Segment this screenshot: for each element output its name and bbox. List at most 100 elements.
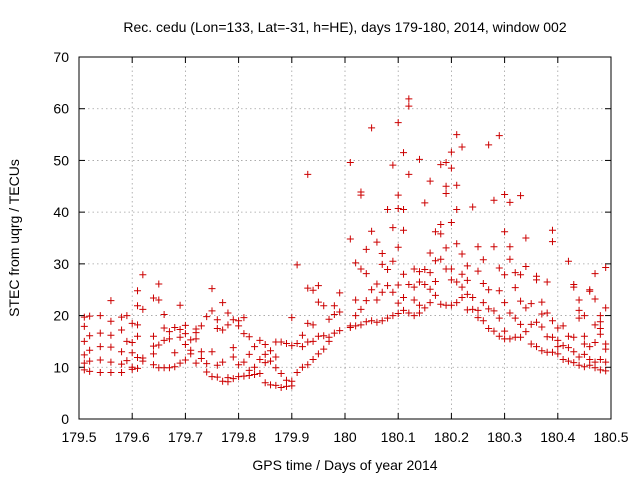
data-point [415, 309, 423, 317]
data-point [400, 306, 408, 314]
data-point [522, 328, 530, 336]
data-point [160, 336, 168, 344]
data-point [405, 170, 413, 178]
data-point [485, 141, 493, 149]
scatter-points [80, 95, 610, 391]
data-point [298, 343, 306, 351]
data-point [187, 336, 195, 344]
data-point [192, 325, 200, 333]
data-point [543, 333, 551, 341]
data-point [570, 348, 578, 356]
data-point [123, 357, 131, 365]
data-point [506, 243, 514, 251]
data-point [596, 356, 604, 364]
x-tick-label: 180.4 [540, 429, 575, 445]
data-point [447, 265, 455, 273]
data-point [442, 244, 450, 252]
data-point [543, 278, 551, 286]
data-point [80, 322, 88, 330]
data-point [107, 331, 115, 339]
data-point [384, 206, 392, 214]
data-point [485, 286, 493, 294]
data-point [235, 317, 243, 325]
y-tick-label: 60 [53, 101, 69, 117]
data-point [405, 102, 413, 110]
data-point [235, 373, 243, 381]
data-point [586, 286, 594, 294]
data-point [548, 238, 556, 246]
data-point [495, 332, 503, 340]
y-tick-label: 10 [53, 359, 69, 375]
chart-title: Rec. cedu (Lon=133, Lat=-31, h=HE), days… [123, 19, 566, 35]
data-point [533, 318, 541, 326]
data-point [458, 143, 466, 151]
data-point [575, 296, 583, 304]
data-point [155, 296, 163, 304]
x-tick-label: 179.6 [115, 429, 150, 445]
data-point [463, 276, 471, 284]
data-point [197, 354, 205, 362]
data-point [320, 302, 328, 310]
data-point [128, 338, 136, 346]
data-point [160, 311, 168, 319]
data-point [261, 379, 269, 387]
data-point [256, 369, 264, 377]
data-point [469, 203, 477, 211]
data-point [564, 332, 572, 340]
data-point [330, 311, 338, 319]
data-point [272, 364, 280, 372]
data-point [474, 314, 482, 322]
data-point [527, 320, 535, 328]
data-point [160, 324, 168, 332]
data-point [240, 372, 248, 380]
data-point [394, 119, 402, 127]
data-point [304, 284, 312, 292]
data-point [272, 353, 280, 361]
data-point [176, 359, 184, 367]
data-point [405, 95, 413, 103]
data-point [495, 264, 503, 272]
data-point [368, 317, 376, 325]
data-point [453, 240, 461, 248]
x-tick-label: 179.9 [274, 429, 309, 445]
data-point [368, 286, 376, 294]
data-point [554, 343, 562, 351]
data-point [118, 348, 126, 356]
data-point [118, 313, 126, 321]
data-point [235, 361, 243, 369]
data-point [586, 343, 594, 351]
data-point [437, 230, 445, 238]
data-point [213, 316, 221, 324]
data-point [118, 368, 126, 376]
y-tick-label: 50 [53, 152, 69, 168]
data-point [86, 312, 94, 320]
data-point [208, 285, 216, 293]
data-point [415, 268, 423, 276]
data-point [330, 329, 338, 337]
data-point [240, 330, 248, 338]
data-point [378, 288, 386, 296]
data-point [176, 301, 184, 309]
data-point [410, 265, 418, 273]
data-point [245, 350, 253, 358]
data-point [538, 298, 546, 306]
data-point [288, 314, 296, 322]
data-point [80, 337, 88, 345]
data-point [580, 312, 588, 320]
data-point [442, 190, 450, 198]
data-point [171, 349, 179, 357]
data-point [213, 361, 221, 369]
data-point [453, 181, 461, 189]
data-point [522, 234, 530, 242]
data-point [575, 353, 583, 361]
data-point [208, 307, 216, 315]
data-point [400, 149, 408, 157]
data-point [86, 346, 94, 354]
data-point [96, 343, 104, 351]
data-point [453, 131, 461, 139]
data-point [176, 326, 184, 334]
data-point [458, 293, 466, 301]
data-point [580, 350, 588, 358]
data-point [171, 323, 179, 331]
